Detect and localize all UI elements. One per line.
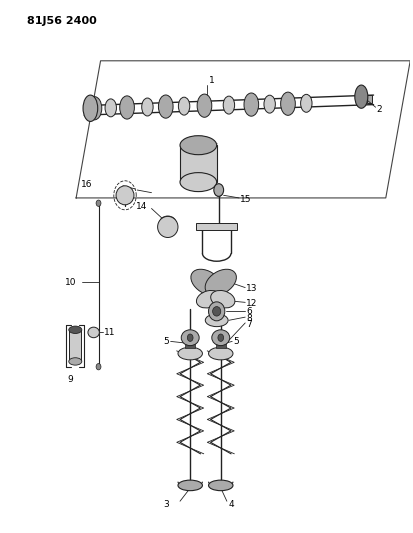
Ellipse shape — [188, 334, 193, 342]
Ellipse shape — [159, 95, 173, 118]
Ellipse shape — [69, 326, 82, 334]
Ellipse shape — [158, 216, 178, 238]
Ellipse shape — [264, 95, 275, 113]
Ellipse shape — [355, 85, 368, 108]
Ellipse shape — [142, 98, 153, 116]
Ellipse shape — [209, 347, 233, 360]
Bar — [180, 145, 217, 182]
Text: 6: 6 — [246, 307, 252, 316]
Ellipse shape — [215, 186, 223, 196]
Ellipse shape — [209, 480, 233, 491]
Text: 4: 4 — [228, 500, 234, 510]
Ellipse shape — [87, 96, 102, 120]
Ellipse shape — [88, 327, 100, 338]
Text: 7: 7 — [246, 320, 252, 329]
Ellipse shape — [218, 334, 223, 342]
Ellipse shape — [205, 269, 236, 295]
Ellipse shape — [281, 92, 295, 115]
Ellipse shape — [301, 94, 312, 112]
Ellipse shape — [178, 480, 202, 491]
Text: 16: 16 — [81, 180, 93, 189]
Text: 12: 12 — [246, 299, 257, 308]
Ellipse shape — [180, 173, 217, 191]
Ellipse shape — [205, 314, 228, 327]
Bar — [196, 223, 237, 230]
Text: 1: 1 — [209, 76, 214, 85]
Ellipse shape — [197, 94, 212, 117]
Ellipse shape — [116, 186, 134, 205]
Text: 2: 2 — [377, 105, 382, 114]
Ellipse shape — [223, 96, 235, 114]
Ellipse shape — [96, 200, 101, 206]
Bar — [216, 337, 225, 348]
Text: 13: 13 — [246, 284, 258, 293]
Ellipse shape — [178, 347, 202, 360]
Ellipse shape — [214, 184, 223, 196]
Ellipse shape — [83, 95, 98, 122]
Ellipse shape — [181, 330, 199, 345]
Ellipse shape — [213, 306, 221, 316]
Bar — [185, 337, 195, 348]
Text: 5: 5 — [233, 337, 239, 346]
Text: 9: 9 — [67, 375, 73, 384]
Ellipse shape — [120, 96, 134, 119]
Ellipse shape — [96, 364, 101, 370]
Ellipse shape — [105, 99, 116, 117]
Ellipse shape — [211, 290, 235, 308]
Text: 15: 15 — [240, 195, 252, 204]
Text: 10: 10 — [64, 278, 76, 287]
Ellipse shape — [197, 290, 221, 308]
Bar — [368, 95, 372, 103]
Ellipse shape — [69, 358, 82, 365]
Ellipse shape — [178, 97, 190, 115]
Ellipse shape — [212, 330, 230, 345]
Ellipse shape — [191, 269, 222, 295]
Ellipse shape — [180, 136, 217, 155]
Ellipse shape — [209, 302, 225, 321]
Text: 3: 3 — [164, 500, 169, 510]
Text: 8: 8 — [246, 314, 252, 322]
Text: 14: 14 — [136, 203, 147, 212]
Text: 81J56 2400: 81J56 2400 — [27, 16, 97, 26]
Ellipse shape — [244, 93, 259, 116]
Text: 11: 11 — [104, 328, 115, 337]
Bar — [69, 330, 81, 361]
Text: 5: 5 — [164, 337, 169, 346]
